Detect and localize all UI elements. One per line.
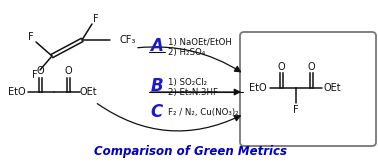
- Text: O: O: [277, 62, 285, 72]
- Text: C: C: [151, 103, 163, 121]
- Text: F: F: [32, 70, 38, 80]
- Text: F₂ / N₂, Cu(NO₃)₂: F₂ / N₂, Cu(NO₃)₂: [168, 107, 239, 116]
- Text: OEt: OEt: [323, 83, 341, 93]
- Text: 2) Et₃N.3HF: 2) Et₃N.3HF: [168, 89, 218, 98]
- Text: O: O: [64, 66, 72, 76]
- Text: O: O: [307, 62, 315, 72]
- FancyBboxPatch shape: [240, 32, 376, 146]
- Text: CF₃: CF₃: [120, 35, 136, 45]
- Text: F: F: [28, 32, 34, 42]
- Text: EtO: EtO: [249, 83, 267, 93]
- Text: 1) SO₂Cl₂: 1) SO₂Cl₂: [168, 79, 207, 88]
- Text: EtO: EtO: [8, 87, 26, 97]
- Text: F: F: [293, 105, 299, 115]
- Text: F: F: [93, 14, 99, 24]
- Text: A: A: [150, 37, 163, 55]
- Text: B: B: [151, 77, 163, 95]
- Text: Comparison of Green Metrics: Comparison of Green Metrics: [93, 145, 287, 158]
- Text: O: O: [36, 66, 44, 76]
- Text: 1) NaOEt/EtOH: 1) NaOEt/EtOH: [168, 39, 232, 48]
- Text: 2) H₂SO₄: 2) H₂SO₄: [168, 49, 205, 58]
- Text: OEt: OEt: [80, 87, 98, 97]
